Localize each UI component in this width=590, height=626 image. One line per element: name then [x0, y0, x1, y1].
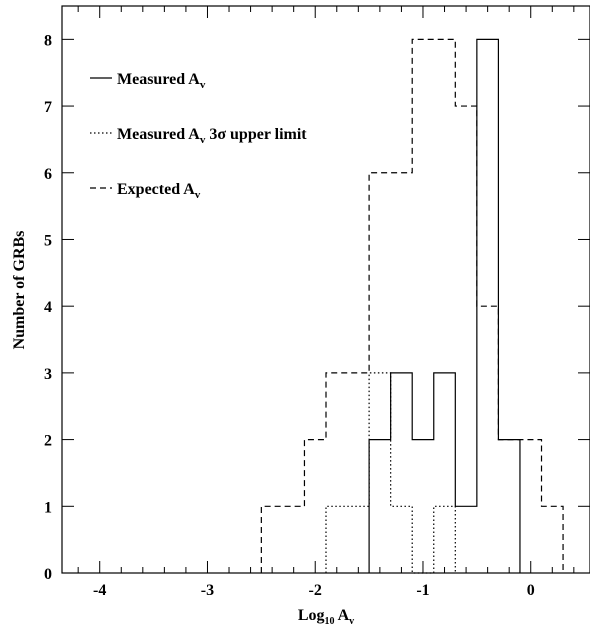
- y-tick-label: 8: [44, 32, 52, 49]
- y-tick-label: 1: [44, 499, 52, 516]
- series-solid-histogram: [368, 38, 521, 573]
- legend-label-upper-limit: Measured Av 3σ upper limit: [117, 126, 307, 146]
- x-tick-label: -1: [416, 582, 429, 599]
- series-dotted-histogram: [325, 372, 456, 574]
- axis-ticks: [62, 6, 590, 574]
- legend: Measured Av Measured Av 3σ upper limit E…: [90, 71, 307, 201]
- y-tick-label: 6: [44, 166, 52, 183]
- x-tick-label: -3: [201, 582, 214, 599]
- x-tick-label: 0: [527, 582, 535, 599]
- y-tick-label: 5: [44, 232, 52, 249]
- plot-frame: [61, 5, 590, 574]
- tick-labels: -4 -3 -2 -1 0 0 1 2 3 4 5 6 7 8: [44, 32, 535, 599]
- y-tick-label: 4: [44, 299, 52, 316]
- y-axis-label: Number of GRBs: [11, 231, 28, 350]
- y-tick-label: 0: [44, 566, 52, 583]
- series-dashed-histogram: [260, 38, 564, 573]
- y-tick-label: 2: [44, 433, 52, 450]
- legend-label-measured: Measured Av: [117, 71, 206, 91]
- y-tick-label: 3: [44, 366, 52, 383]
- y-tick-label: 7: [44, 99, 52, 116]
- x-axis-label: Log10 Av: [298, 607, 354, 626]
- x-tick-label: -2: [309, 582, 322, 599]
- series-layer: [260, 38, 564, 574]
- legend-label-expected: Expected Av: [117, 181, 201, 201]
- x-tick-label: -4: [93, 582, 106, 599]
